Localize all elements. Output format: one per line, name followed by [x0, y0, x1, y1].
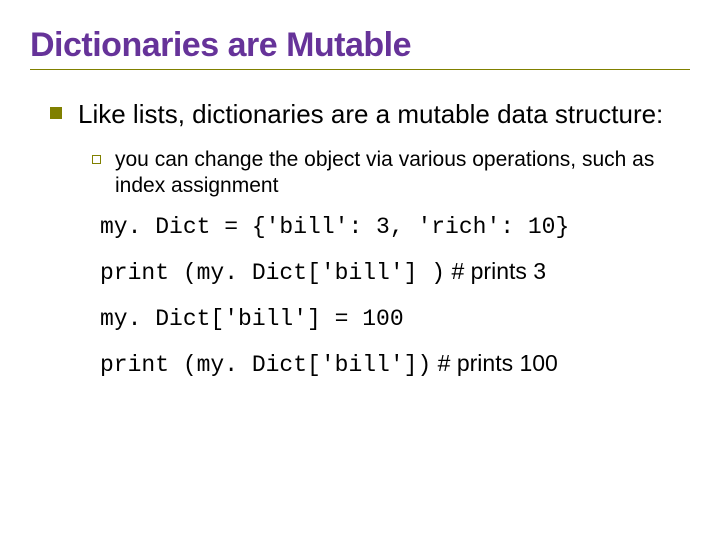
- bullet-text: Like lists, dictionaries are a mutable d…: [78, 98, 663, 131]
- square-bullet-icon: [50, 107, 62, 119]
- code-text: print (my. Dict['bill'] ): [100, 260, 445, 286]
- sub-bullet-text: you can change the object via various op…: [115, 147, 690, 200]
- sub-bullet-row: you can change the object via various op…: [92, 147, 690, 200]
- title-underline: [30, 69, 690, 70]
- code-text: my. Dict['bill'] = 100: [100, 306, 404, 332]
- code-line-3: my. Dict['bill'] = 100: [100, 303, 690, 335]
- slide-title: Dictionaries are Mutable: [30, 26, 690, 65]
- code-text: my. Dict = {'bill': 3, 'rich': 10}: [100, 214, 569, 240]
- bullet-row: Like lists, dictionaries are a mutable d…: [50, 98, 690, 131]
- code-line-2: print (my. Dict['bill'] ) # prints 3: [100, 257, 690, 289]
- code-line-4: print (my. Dict['bill']) # prints 100: [100, 349, 690, 381]
- code-comment: # prints 100: [431, 350, 558, 376]
- code-line-1: my. Dict = {'bill': 3, 'rich': 10}: [100, 211, 690, 243]
- slide: Dictionaries are Mutable Like lists, dic…: [0, 0, 720, 540]
- code-text: print (my. Dict['bill']): [100, 352, 431, 378]
- hollow-square-bullet-icon: [92, 155, 101, 164]
- code-comment: # prints 3: [445, 258, 546, 284]
